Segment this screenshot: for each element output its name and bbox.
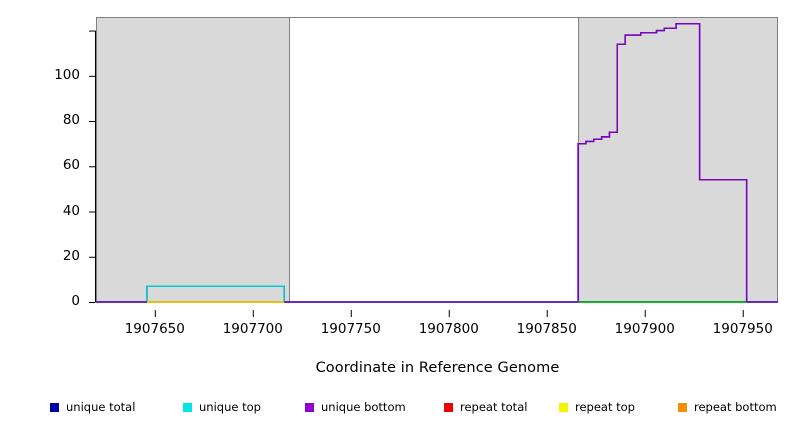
legend-swatch-icon [444,402,453,412]
legend-label: unique top [199,400,261,414]
legend-label: unique total [66,400,136,414]
x-tick-label-5: 1907900 [614,321,675,337]
legend-swatch-icon [305,402,314,412]
legend-label: unique bottom [321,400,406,414]
legend-swatch-icon [183,402,192,412]
x-tick-label-6: 1907950 [712,321,773,337]
legend-swatch-icon [678,402,687,412]
legend-swatch-icon [559,402,568,412]
shaded-region-0 [96,17,291,302]
legend-label: repeat top [575,400,635,414]
legend-swatch-icon [50,402,59,412]
y-tick-label-3: 60 [62,157,80,174]
legend-item-repeat-total[interactable]: repeat total [444,398,527,416]
legend-item-repeat-bottom[interactable]: repeat bottom [678,398,777,416]
x-tick-label-0: 1907650 [124,321,185,337]
legend-item-unique-top[interactable]: unique top [183,398,261,416]
legend-item-unique-bottom[interactable]: unique bottom [305,398,406,416]
y-tick-label-1: 20 [62,247,80,264]
y-tick-label-4: 80 [62,112,80,129]
shaded-region-1 [578,17,778,302]
x-axis-title: Coordinate in Reference Genome [315,360,560,376]
legend-label: repeat bottom [694,400,777,414]
series-unique-bottom [96,23,778,303]
legend-item-repeat-top[interactable]: repeat top [559,398,635,416]
x-tick-label-2: 1907750 [320,321,381,337]
x-tick-label-4: 1907850 [516,321,577,337]
chart-legend: unique total unique top unique bottom repea… [0,398,792,420]
y-tick-label-5: 100 [54,66,80,83]
y-tick-label-0: 0 [71,293,80,309]
legend-label: repeat total [460,400,528,414]
legend-item-unique-total[interactable]: unique total [50,398,135,416]
x-tick-label-1: 1907700 [222,321,283,337]
x-tick-label-3: 1907800 [418,321,479,337]
y-tick-label-2: 40 [62,202,80,219]
y-axis-tick-labels: 0 20 40 60 80 100 [18,0,80,432]
